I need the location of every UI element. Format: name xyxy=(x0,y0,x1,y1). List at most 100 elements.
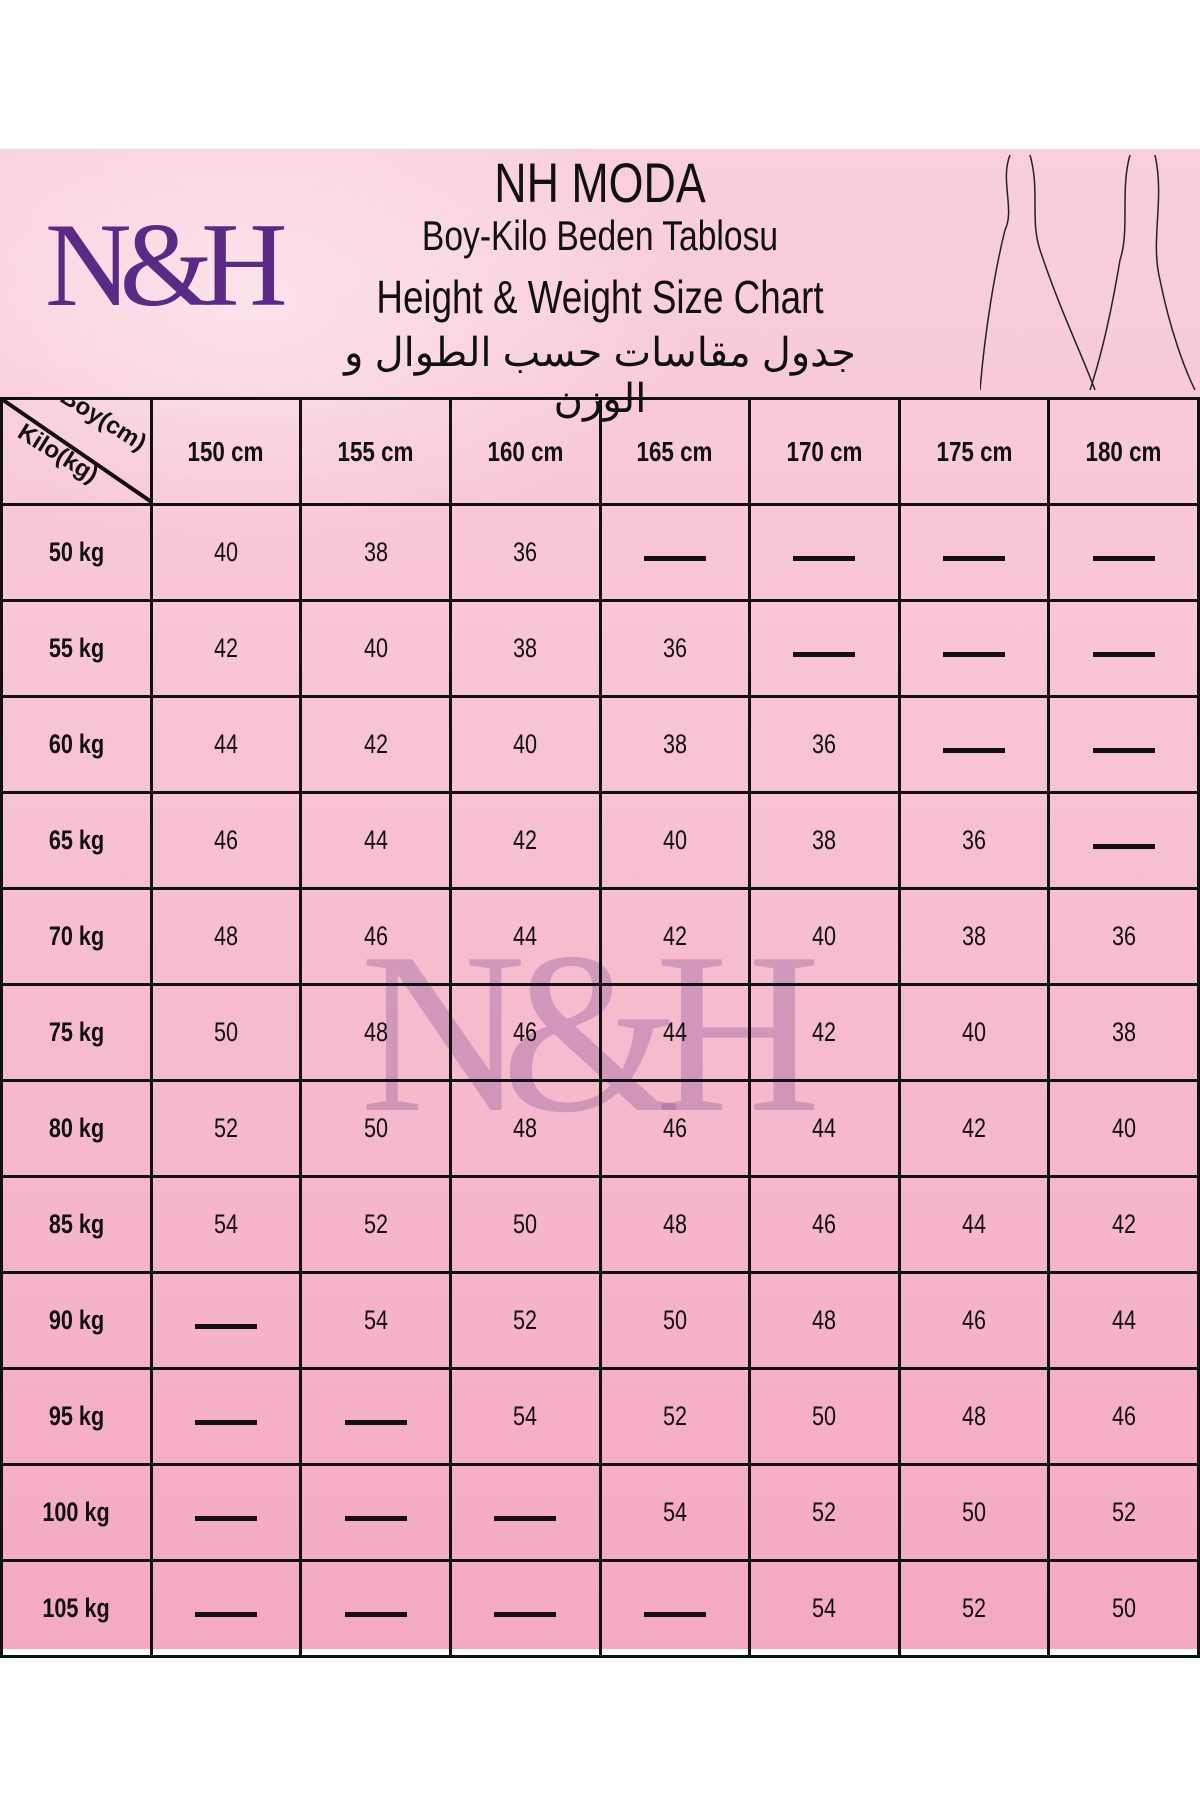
size-value: 42 xyxy=(213,633,238,663)
size-value: 38 xyxy=(363,537,388,567)
size-cell-unavailable xyxy=(897,599,1051,698)
size-cell: 42 xyxy=(448,791,602,890)
table-row: 75 kg 50 48 46 44 42 40 38 xyxy=(0,983,1200,1082)
dash-icon xyxy=(344,1612,407,1617)
size-cell: 50 xyxy=(748,1367,901,1466)
size-value: 46 xyxy=(1111,1401,1136,1431)
dash-icon xyxy=(344,1420,407,1425)
row-header: 65 kg xyxy=(0,791,153,890)
row-label: 70 kg xyxy=(48,921,104,951)
table-row: 80 kg 52 50 48 46 44 42 40 xyxy=(0,1079,1200,1178)
dash-icon xyxy=(643,556,706,561)
size-cell: 44 xyxy=(448,887,602,986)
size-cell: 50 xyxy=(149,983,303,1082)
size-value: 52 xyxy=(363,1209,388,1239)
diagonal-divider xyxy=(4,401,149,502)
size-cell: 38 xyxy=(448,599,602,698)
row-header: 95 kg xyxy=(0,1367,153,1466)
column-header: 155 cm xyxy=(299,397,452,506)
size-value: 38 xyxy=(662,729,687,759)
dash-icon xyxy=(494,1612,557,1617)
size-value: 36 xyxy=(1111,921,1136,951)
column-label: 175 cm xyxy=(936,435,1013,467)
column-label: 170 cm xyxy=(786,435,863,467)
size-cell: 48 xyxy=(748,1271,901,1370)
size-value: 44 xyxy=(662,1017,687,1047)
size-value: 50 xyxy=(1111,1593,1136,1623)
row-header: 100 kg xyxy=(0,1463,153,1562)
size-value: 42 xyxy=(513,825,538,855)
size-value: 38 xyxy=(962,921,987,951)
column-header: 180 cm xyxy=(1047,397,1200,506)
size-chart-table: Boy(cm) Kilo(kg) 150 cm 155 cm 160 cm 165 c… xyxy=(0,397,1200,1658)
dash-icon xyxy=(943,556,1006,561)
dash-icon xyxy=(494,1516,557,1521)
size-value: 48 xyxy=(812,1305,837,1335)
dash-icon xyxy=(1092,748,1155,753)
size-value: 40 xyxy=(662,825,687,855)
table-row: 90 kg 54 52 50 48 46 44 xyxy=(0,1271,1200,1370)
size-cell: 36 xyxy=(598,599,752,698)
size-value: 40 xyxy=(962,1017,987,1047)
size-cell: 48 xyxy=(598,1175,752,1274)
column-label: 180 cm xyxy=(1085,435,1162,467)
size-cell-unavailable xyxy=(299,1559,452,1658)
size-cell: 42 xyxy=(598,887,752,986)
size-cell: 38 xyxy=(1047,983,1200,1082)
size-cell: 44 xyxy=(1047,1271,1200,1370)
size-value: 38 xyxy=(513,633,538,663)
row-label: 75 kg xyxy=(48,1017,104,1047)
size-cell: 40 xyxy=(598,791,752,890)
size-value: 40 xyxy=(1111,1113,1136,1143)
size-value: 44 xyxy=(213,729,238,759)
corner-cell: Boy(cm) Kilo(kg) xyxy=(0,397,153,506)
size-cell: 46 xyxy=(448,983,602,1082)
row-header: 75 kg xyxy=(0,983,153,1082)
size-cell: 54 xyxy=(149,1175,303,1274)
row-label: 100 kg xyxy=(42,1497,110,1527)
row-header: 70 kg xyxy=(0,887,153,986)
size-cell: 42 xyxy=(1047,1175,1200,1274)
size-cell: 44 xyxy=(149,695,303,794)
size-value: 36 xyxy=(662,633,687,663)
row-label: 90 kg xyxy=(48,1305,104,1335)
size-cell: 48 xyxy=(149,887,303,986)
size-value: 52 xyxy=(662,1401,687,1431)
size-cell: 36 xyxy=(1047,887,1200,986)
size-cell-unavailable xyxy=(897,503,1051,602)
dash-icon xyxy=(1092,556,1155,561)
size-cell: 40 xyxy=(897,983,1051,1082)
size-value: 44 xyxy=(363,825,388,855)
size-cell: 36 xyxy=(897,791,1051,890)
size-cell: 52 xyxy=(598,1367,752,1466)
size-cell: 40 xyxy=(299,599,452,698)
table-row: 65 kg 46 44 42 40 38 36 xyxy=(0,791,1200,890)
dash-icon xyxy=(643,1612,706,1617)
dash-icon xyxy=(194,1516,257,1521)
size-value: 36 xyxy=(513,537,538,567)
size-cell-unavailable xyxy=(1047,695,1200,794)
size-value: 52 xyxy=(513,1305,538,1335)
size-value: 52 xyxy=(1111,1497,1136,1527)
size-cell: 52 xyxy=(448,1271,602,1370)
table-row: 60 kg 44 42 40 38 36 xyxy=(0,695,1200,794)
size-cell-unavailable xyxy=(897,695,1051,794)
size-value: 46 xyxy=(363,921,388,951)
size-cell: 46 xyxy=(299,887,452,986)
size-cell: 54 xyxy=(448,1367,602,1466)
size-cell: 36 xyxy=(748,695,901,794)
size-cell: 40 xyxy=(448,695,602,794)
size-value: 40 xyxy=(363,633,388,663)
size-cell-unavailable xyxy=(748,503,901,602)
size-value: 48 xyxy=(513,1113,538,1143)
row-header: 80 kg xyxy=(0,1079,153,1178)
size-cell: 44 xyxy=(598,983,752,1082)
size-cell: 46 xyxy=(149,791,303,890)
size-value: 50 xyxy=(662,1305,687,1335)
size-cell: 50 xyxy=(1047,1559,1200,1658)
size-value: 44 xyxy=(812,1113,837,1143)
size-cell-unavailable xyxy=(1047,503,1200,602)
size-value: 48 xyxy=(962,1401,987,1431)
size-value: 50 xyxy=(213,1017,238,1047)
size-cell-unavailable xyxy=(149,1271,303,1370)
